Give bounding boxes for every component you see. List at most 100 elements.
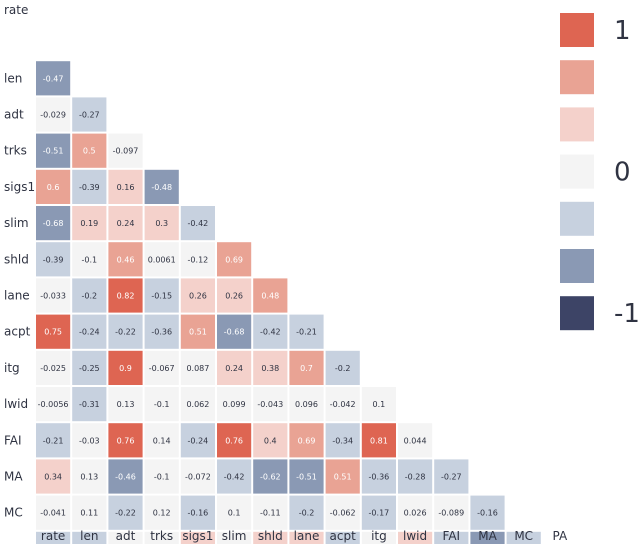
cell-label-adt-rate: -0.029 <box>40 111 66 120</box>
heatmap-cell-MC-rate <box>36 495 71 530</box>
cell-label-lwid-slim: 0.099 <box>223 400 246 409</box>
cell-label-lane-sigs1: 0.26 <box>189 292 207 301</box>
legend-swatch-2 <box>560 107 594 142</box>
cell-label-lane-adt: 0.82 <box>117 292 135 301</box>
heatmap-cell-MC-len <box>72 495 107 530</box>
cell-label-itg-adt: 0.9 <box>119 364 132 373</box>
cell-label-trks-rate: -0.51 <box>43 147 64 156</box>
cell-label-MC-sigs1: -0.16 <box>188 509 209 518</box>
legend-swatch-4 <box>560 201 594 236</box>
heatmap-cell-itg-adt <box>108 350 143 385</box>
column-label-sigs1: sigs1 <box>182 529 213 543</box>
column-label-lane: lane <box>294 529 320 543</box>
cell-label-MA-len: 0.13 <box>80 473 98 482</box>
legend-swatch-6 <box>560 296 594 331</box>
cell-label-itg-acpt: -0.2 <box>335 364 351 373</box>
row-label-rate: rate <box>4 3 28 17</box>
heatmap-cell-FAI-slim <box>217 423 252 458</box>
legend-swatch-1 <box>560 60 594 95</box>
cell-label-MC-len: 0.11 <box>80 509 98 518</box>
row-label-itg: itg <box>4 361 20 375</box>
cell-label-FAI-rate: -0.21 <box>43 436 64 445</box>
heatmap-cell-MA-lane <box>289 459 324 494</box>
heatmap-cell-shld-len <box>72 242 107 277</box>
heatmap-cell-slim-rate <box>36 206 71 241</box>
heatmap-cell-slim-len <box>72 206 107 241</box>
heatmap-cell-acpt-trks <box>144 314 179 349</box>
cell-label-shld-slim: 0.69 <box>225 255 243 264</box>
cell-label-MC-itg: -0.17 <box>369 509 390 518</box>
cell-label-MA-sigs1: -0.072 <box>185 473 211 482</box>
cell-label-MC-slim: 0.1 <box>228 509 241 518</box>
heatmap-cell-shld-adt <box>108 242 143 277</box>
heatmap-cell-MC-shld <box>253 495 288 530</box>
row-label-FAI: FAI <box>4 433 22 447</box>
cell-label-acpt-adt: -0.22 <box>115 328 136 337</box>
heatmap-cell-PA-MC <box>506 531 541 544</box>
cell-label-acpt-rate: 0.75 <box>44 328 62 337</box>
cell-label-FAI-shld: 0.4 <box>264 436 277 445</box>
cell-label-FAI-adt: 0.76 <box>117 436 135 445</box>
cell-label-slim-len: 0.19 <box>80 219 98 228</box>
heatmap-cell-lwid-itg <box>361 387 396 422</box>
row-label-lane: lane <box>4 289 30 303</box>
cell-label-FAI-trks: 0.14 <box>153 436 171 445</box>
heatmap-cell-PA-MA <box>470 531 505 544</box>
legend-label-0: 1 <box>614 16 631 46</box>
heatmap-cell-acpt-len <box>72 314 107 349</box>
heatmap-cell-FAI-trks <box>144 423 179 458</box>
cell-label-shld-len: -0.1 <box>81 255 97 264</box>
heatmap-cell-lwid-lane <box>289 387 324 422</box>
heatmap-cell-trks-rate <box>36 133 71 168</box>
heatmap-cell-itg-slim <box>217 350 252 385</box>
heatmap-cell-PA-len <box>72 531 107 544</box>
cell-label-MA-shld: -0.62 <box>260 473 281 482</box>
heatmap-cell-PA-lane <box>289 531 324 544</box>
cell-label-acpt-sigs1: 0.51 <box>189 328 207 337</box>
column-label-len: len <box>80 529 98 543</box>
heatmap-cell-adt-len <box>72 97 107 132</box>
heatmap-cell-adt-rate <box>36 97 71 132</box>
heatmap-cell-itg-len <box>72 350 107 385</box>
heatmap-cell-FAI-len <box>72 423 107 458</box>
heatmap-cell-sigs1-rate <box>36 169 71 204</box>
cell-label-lane-rate: -0.033 <box>40 292 66 301</box>
column-label-slim: slim <box>222 529 247 543</box>
heatmap-cell-shld-trks <box>144 242 179 277</box>
heatmap-cell-sigs1-trks <box>144 169 179 204</box>
cell-label-itg-lane: 0.7 <box>300 364 313 373</box>
cell-label-MA-trks: -0.1 <box>154 473 170 482</box>
cell-label-FAI-sigs1: -0.24 <box>188 436 209 445</box>
heatmap-cell-PA-adt <box>108 531 143 544</box>
heatmap-cell-trks-len <box>72 133 107 168</box>
cell-label-itg-len: -0.25 <box>79 364 100 373</box>
cell-label-lwid-acpt: -0.042 <box>330 400 356 409</box>
cell-label-MA-rate: 0.34 <box>44 473 62 482</box>
cell-label-MC-rate: -0.041 <box>40 509 66 518</box>
cell-label-MA-FAI: -0.27 <box>441 473 462 482</box>
cell-label-itg-sigs1: 0.087 <box>186 364 209 373</box>
heatmap-cell-slim-adt <box>108 206 143 241</box>
cell-label-lwid-adt: 0.13 <box>117 400 135 409</box>
heatmap-cell-acpt-adt <box>108 314 143 349</box>
heatmap-cell-FAI-shld <box>253 423 288 458</box>
cell-label-itg-slim: 0.24 <box>225 364 243 373</box>
cell-label-lane-trks: -0.15 <box>151 292 172 301</box>
heatmap-cell-sigs1-adt <box>108 169 143 204</box>
cell-label-slim-sigs1: -0.42 <box>188 219 209 228</box>
cell-label-lane-len: -0.2 <box>81 292 97 301</box>
cell-label-lwid-rate: -0.0056 <box>38 400 69 409</box>
cell-label-MC-shld: -0.11 <box>260 509 281 518</box>
cell-label-lane-shld: 0.48 <box>261 292 279 301</box>
heatmap-cell-lwid-acpt <box>325 387 360 422</box>
heatmap-cell-itg-shld <box>253 350 288 385</box>
column-label-itg: itg <box>371 529 387 543</box>
column-label-FAI: FAI <box>443 529 461 543</box>
column-label-rate: rate <box>41 529 65 543</box>
row-label-MA: MA <box>4 470 23 484</box>
cell-label-trks-adt: -0.097 <box>113 147 139 156</box>
legend-swatch-5 <box>560 249 594 283</box>
heatmap-cell-len-rate <box>36 61 71 96</box>
heatmap-cell-lane-adt <box>108 278 143 313</box>
